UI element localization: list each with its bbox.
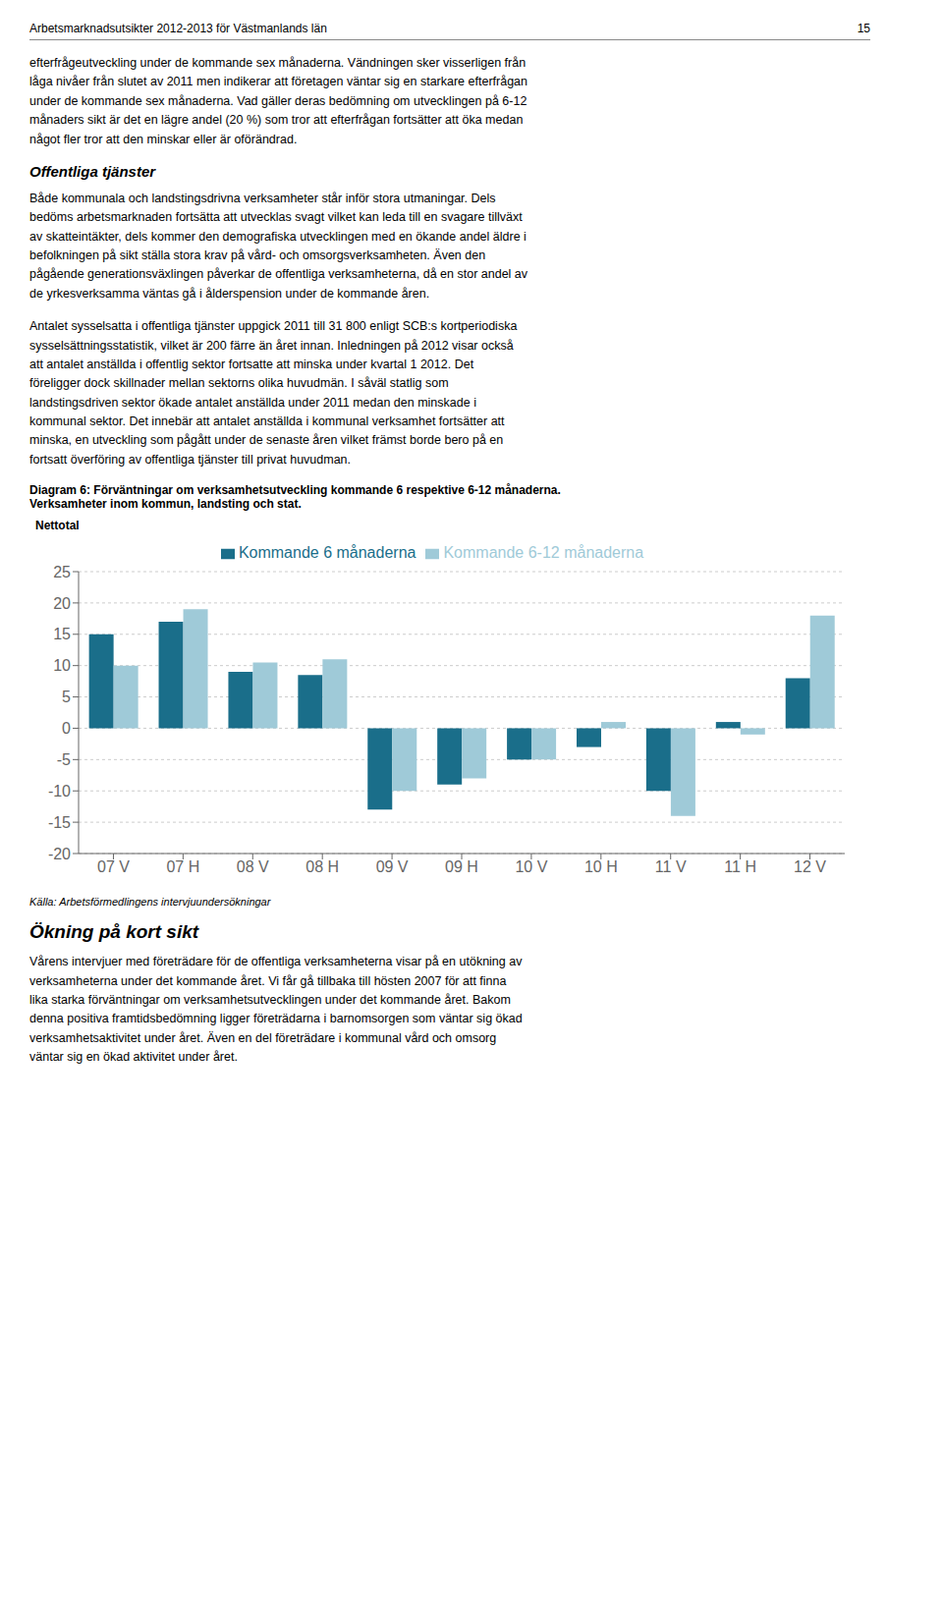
svg-text:-20: -20 <box>48 845 71 863</box>
html-text:Både kommunala och landstingsd: Både kommunala och landstingsdrivna verk… <box>29 191 528 301</box>
svg-text:11 H: 11 H <box>723 858 757 876</box>
svg-text:0: 0 <box>61 720 71 737</box>
svg-text:10 H: 10 H <box>584 858 618 876</box>
svg-text:08 V: 08 V <box>236 858 270 876</box>
svg-text:11 V: 11 V <box>655 858 687 876</box>
html-text:Kommande 6-12 månaderna: Kommande 6-12 månaderna <box>443 544 644 561</box>
svg-text:5: 5 <box>61 688 71 706</box>
svg-text:15: 15 <box>53 626 71 644</box>
svg-text:-5: -5 <box>56 751 71 769</box>
svg-text:12 V: 12 V <box>793 858 827 876</box>
html-text:efterfrågeutveckling under de: efterfrågeutveckling under de kommande s… <box>29 55 528 146</box>
html-text:Kommande 6 månaderna: Kommande 6 månaderna <box>238 544 416 561</box>
svg-text:08 H: 08 H <box>305 858 339 876</box>
svg-text:09 H: 09 H <box>444 858 479 876</box>
svg-text:-10: -10 <box>48 782 71 800</box>
html-text:Arbetsmarknadsutsikter 2012-20: Arbetsmarknadsutsikter 2012-2013 för Väs… <box>29 21 327 36</box>
svg-text:10: 10 <box>53 657 71 674</box>
html-text:Diagram 6: Förväntningar om ve: Diagram 6: Förväntningar om verksamhetsu… <box>29 483 561 498</box>
html-text:Vårens intervjuer med företräd: Vårens intervjuer med företrädare för de… <box>29 954 523 1064</box>
html-text:Ökning på kort sikt: Ökning på kort sikt <box>29 921 199 943</box>
svg-text:07 H: 07 H <box>166 858 200 876</box>
html-text:Verksamheter inom kommun, land: Verksamheter inom kommun, landsting och … <box>29 497 302 511</box>
svg-text:25: 25 <box>53 563 71 581</box>
html-text:Nettotal: Nettotal <box>35 518 80 533</box>
svg-text:-15: -15 <box>48 814 71 832</box>
svg-text:20: 20 <box>53 595 71 612</box>
svg-text:09 V: 09 V <box>376 858 409 876</box>
svg-text:10 V: 10 V <box>514 858 548 876</box>
html-text:Offentliga tjänster: Offentliga tjänster <box>29 162 156 180</box>
svg-text:07 V: 07 V <box>97 858 130 876</box>
html-text:Källa: Arbetsförmedlingens int: Källa: Arbetsförmedlingens intervjuunder… <box>29 895 271 908</box>
html-text:15: 15 <box>857 21 871 36</box>
html-text:Antalet sysselsatta i offentli: Antalet sysselsatta i offentliga tjänste… <box>29 319 518 467</box>
